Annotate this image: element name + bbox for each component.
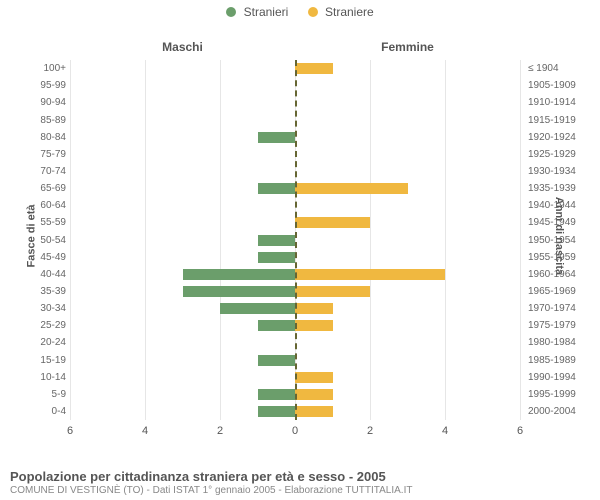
age-label: 80-84 — [0, 131, 66, 144]
bar-male — [258, 132, 296, 143]
bar-female — [295, 286, 370, 297]
age-label: 30-34 — [0, 302, 66, 315]
age-label: 40-44 — [0, 268, 66, 281]
bar-female — [295, 389, 333, 400]
plot-area: Maschi Femmine 6420246 — [70, 40, 520, 435]
age-label: 70-74 — [0, 165, 66, 178]
birth-year-label: 2000-2004 — [528, 405, 594, 418]
legend-dot-stranieri — [226, 7, 236, 17]
age-label: 90-94 — [0, 96, 66, 109]
birth-year-label: 1980-1984 — [528, 336, 594, 349]
age-label: 55-59 — [0, 216, 66, 229]
bar-female — [295, 406, 333, 417]
bar-male — [183, 269, 296, 280]
x-tick: 0 — [285, 425, 305, 437]
legend-label-stranieri: Stranieri — [244, 5, 289, 19]
age-label: 95-99 — [0, 79, 66, 92]
birth-year-label: 1990-1994 — [528, 371, 594, 384]
bar-female — [295, 183, 408, 194]
column-title-maschi: Maschi — [70, 40, 295, 54]
x-tick: 6 — [510, 425, 530, 437]
age-label: 65-69 — [0, 182, 66, 195]
legend-dot-straniere — [308, 7, 318, 17]
x-tick: 6 — [60, 425, 80, 437]
column-title-femmine: Femmine — [295, 40, 520, 54]
bar-female — [295, 320, 333, 331]
bar-male — [258, 389, 296, 400]
birth-year-label: 1930-1934 — [528, 165, 594, 178]
age-label: 25-29 — [0, 319, 66, 332]
birth-year-label: 1975-1979 — [528, 319, 594, 332]
age-label: 50-54 — [0, 234, 66, 247]
age-label: 10-14 — [0, 371, 66, 384]
center-line — [295, 60, 297, 420]
age-label: 60-64 — [0, 199, 66, 212]
birth-year-label: 1920-1924 — [528, 131, 594, 144]
x-tick: 2 — [360, 425, 380, 437]
age-label: 85-89 — [0, 114, 66, 127]
legend-item-straniere: Straniere — [308, 4, 374, 19]
birth-year-label: 1970-1974 — [528, 302, 594, 315]
bar-male — [258, 320, 296, 331]
legend: Stranieri Straniere — [0, 4, 600, 19]
bar-male — [258, 406, 296, 417]
population-pyramid-chart: Stranieri Straniere Fasce di età Anni di… — [0, 0, 600, 500]
bar-male — [258, 252, 296, 263]
birth-year-label: 1985-1989 — [528, 354, 594, 367]
bar-female — [295, 303, 333, 314]
birth-year-label: 1910-1914 — [528, 96, 594, 109]
bar-male — [183, 286, 296, 297]
age-label: 0-4 — [0, 405, 66, 418]
x-tick: 4 — [435, 425, 455, 437]
birth-year-label: 1915-1919 — [528, 114, 594, 127]
y-right-labels: ≤ 1904 1905-1909 1910-1914 1915-1919 1920-19… — [528, 60, 594, 420]
birth-year-label: 1925-1929 — [528, 148, 594, 161]
bar-male — [258, 235, 296, 246]
bar-male — [258, 355, 296, 366]
y-left-labels: 100+ 95-99 90-94 85-89 80-84 75-79 70-74 65-69 6… — [0, 60, 66, 420]
age-label: 45-49 — [0, 251, 66, 264]
x-tick: 2 — [210, 425, 230, 437]
bar-female — [295, 217, 370, 228]
birth-year-label: 1945-1949 — [528, 216, 594, 229]
birth-year-label: 1950-1954 — [528, 234, 594, 247]
bar-male — [220, 303, 295, 314]
age-label: 75-79 — [0, 148, 66, 161]
legend-item-stranieri: Stranieri — [226, 4, 288, 19]
footer-title: Popolazione per cittadinanza straniera p… — [10, 469, 590, 484]
legend-label-straniere: Straniere — [325, 5, 374, 19]
birth-year-label: 1960-1964 — [528, 268, 594, 281]
birth-year-label: 1995-1999 — [528, 388, 594, 401]
age-label: 5-9 — [0, 388, 66, 401]
age-label: 20-24 — [0, 336, 66, 349]
bar-female — [295, 372, 333, 383]
left-half — [70, 60, 295, 420]
bar-female — [295, 63, 333, 74]
birth-year-label: 1965-1969 — [528, 285, 594, 298]
bar-female — [295, 269, 445, 280]
age-label: 15-19 — [0, 354, 66, 367]
birth-year-label: 1955-1959 — [528, 251, 594, 264]
right-half — [295, 60, 520, 420]
footer-sub: COMUNE DI VESTIGNÈ (TO) - Dati ISTAT 1° … — [10, 485, 590, 496]
birth-year-label: 1905-1909 — [528, 79, 594, 92]
x-tick: 4 — [135, 425, 155, 437]
bar-male — [258, 183, 296, 194]
birth-year-label: 1940-1944 — [528, 199, 594, 212]
age-label: 35-39 — [0, 285, 66, 298]
footer: Popolazione per cittadinanza straniera p… — [10, 469, 590, 496]
birth-year-label: ≤ 1904 — [528, 62, 594, 75]
age-label: 100+ — [0, 62, 66, 75]
birth-year-label: 1935-1939 — [528, 182, 594, 195]
